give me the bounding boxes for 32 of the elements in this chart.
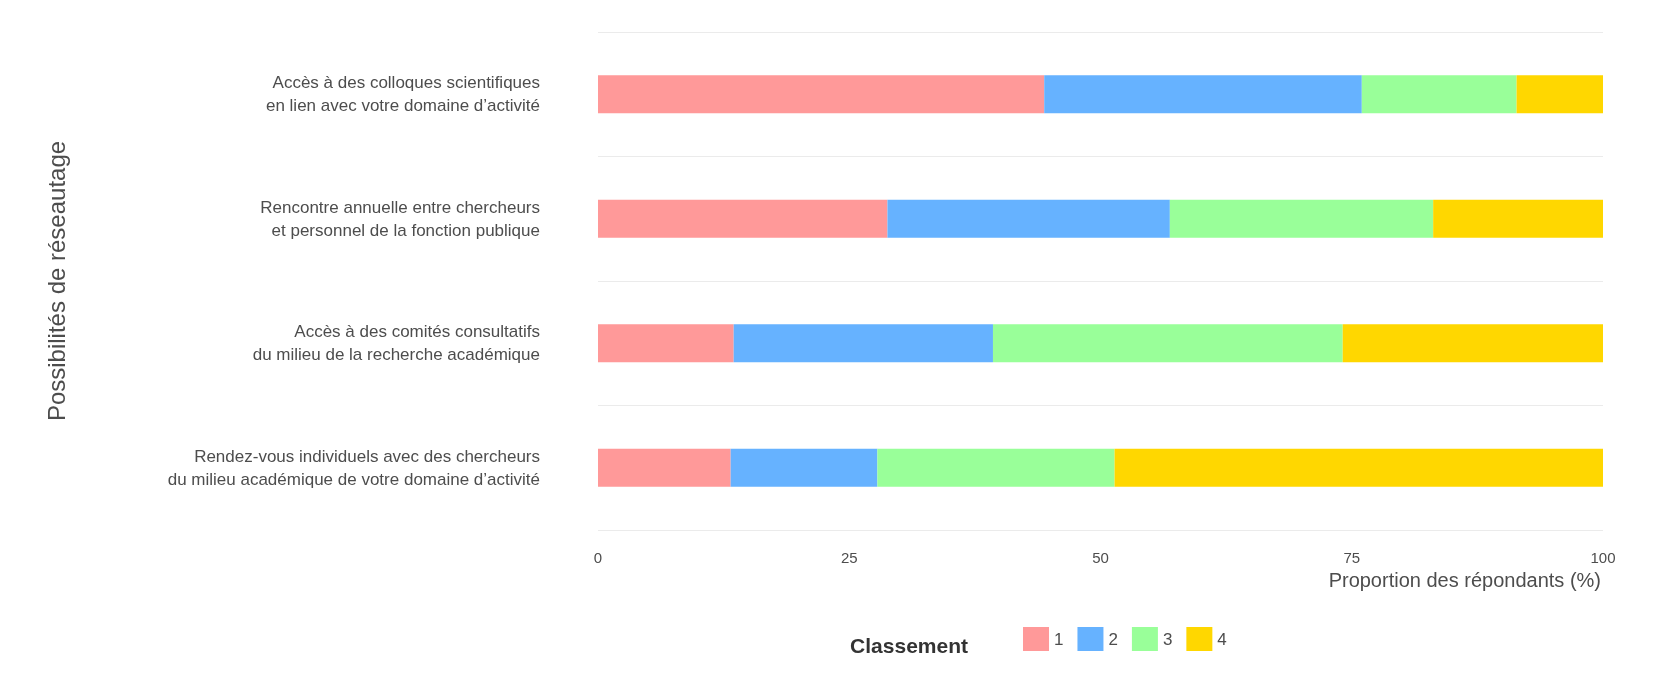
legend-label: 3 [1162,629,1173,649]
bar [730,448,878,487]
y-axis-title: Possibilités de réseautage [42,140,70,422]
bar [887,199,1170,238]
bar [877,448,1115,487]
x-tick-label: 75 [1343,549,1361,566]
y-tick-label: Accès à des colloques scientifiques en lien avec votre domaine d’activité [265,73,540,116]
legend-title: Classement [850,634,969,657]
bar [1044,75,1362,114]
y-tick-label: Rencontre annuelle entre chercheurs et personnel de la fonction publique [260,197,540,240]
y-tick-label: Rendez-vous individuels avec des chercheurs du milieu académique de votre domaine d’activité [167,446,540,489]
bar [1433,199,1603,238]
bar [1342,324,1603,363]
bar [598,75,1045,114]
x-tick-label: 50 [1092,549,1109,566]
bar [1169,199,1434,238]
x-tick-label: 100 [1590,549,1616,566]
bar [598,448,731,487]
bar [598,324,734,363]
bar [992,324,1343,363]
legend-label: 4 [1217,629,1227,649]
x-tick-label: 25 [840,549,858,566]
bar [598,199,888,238]
y-tick-label: Accès à des comités consultatifs du milieu de la recherche académique [252,322,540,365]
x-axis-title: Proportion des répondants (%) [1328,569,1601,591]
legend-label: 1 [1054,629,1064,649]
bar [1361,75,1517,114]
x-tick-label: 0 [593,549,603,566]
bar [1114,448,1603,487]
bar [733,324,993,363]
bar [1516,75,1603,114]
legend-label: 2 [1108,629,1118,649]
